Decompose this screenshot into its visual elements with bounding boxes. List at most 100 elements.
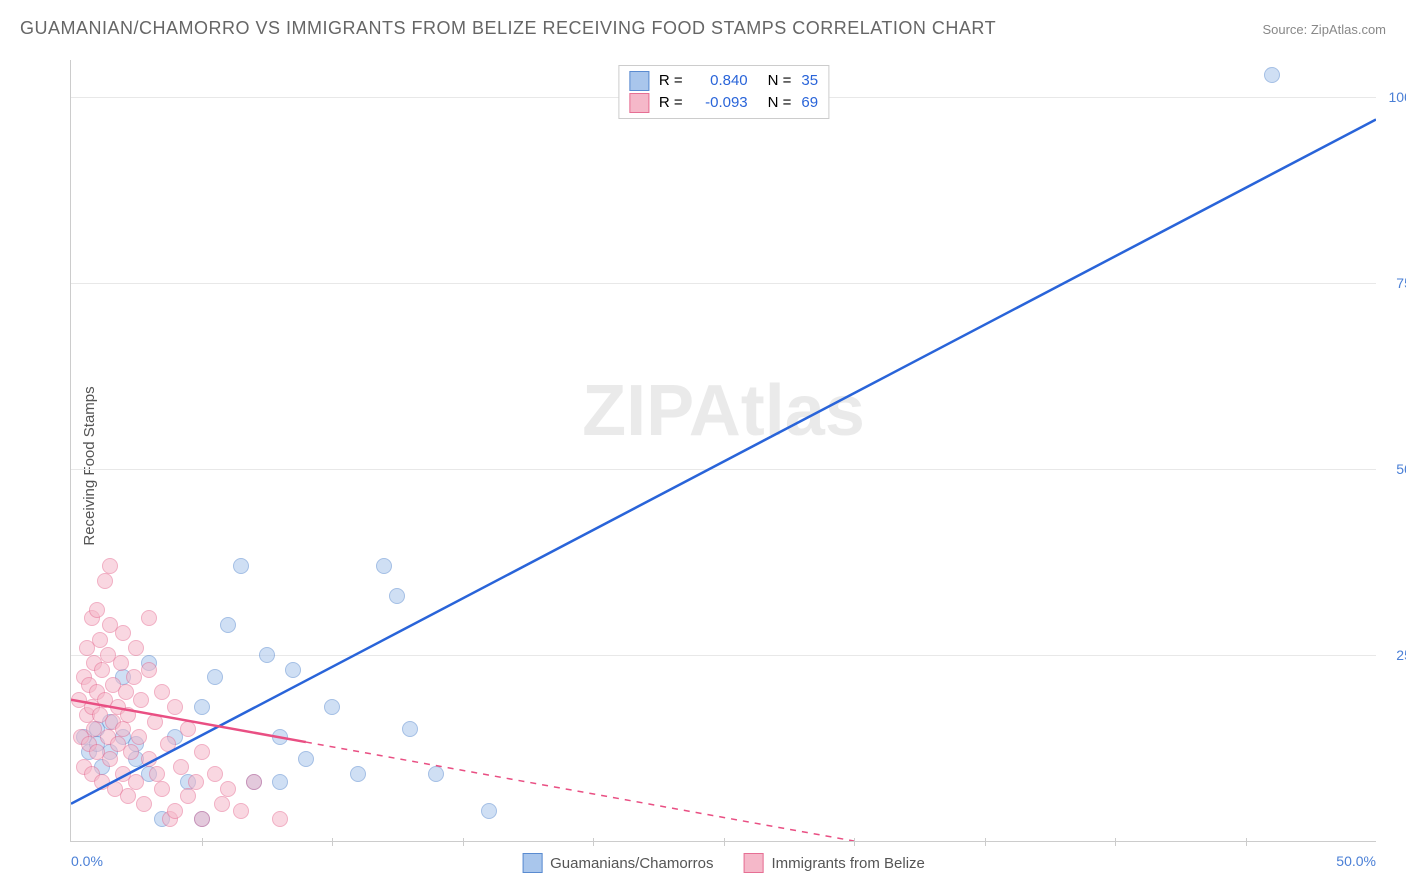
- x-tick: [202, 838, 203, 846]
- data-point-belize: [141, 610, 157, 626]
- data-point-belize: [167, 699, 183, 715]
- data-point-belize: [194, 811, 210, 827]
- data-point-belize: [173, 759, 189, 775]
- data-point-belize: [188, 774, 204, 790]
- swatch-belize-icon: [744, 853, 764, 873]
- data-point-guamanians: [220, 617, 236, 633]
- legend-label-guamanians: Guamanians/Chamorros: [550, 855, 713, 872]
- data-point-belize: [123, 744, 139, 760]
- series-legend: Guamanians/Chamorros Immigrants from Bel…: [522, 853, 925, 873]
- data-point-belize: [128, 774, 144, 790]
- data-point-belize: [126, 669, 142, 685]
- data-point-belize: [154, 781, 170, 797]
- x-tick: [463, 838, 464, 846]
- stats-legend: R = 0.840 N = 35 R = -0.093 N = 69: [618, 65, 829, 119]
- data-point-belize: [246, 774, 262, 790]
- data-point-belize: [102, 558, 118, 574]
- data-point-belize: [120, 788, 136, 804]
- data-point-guamanians: [389, 588, 405, 604]
- data-point-guamanians: [298, 751, 314, 767]
- r-label: R =: [659, 70, 683, 92]
- data-point-guamanians: [194, 699, 210, 715]
- data-point-guamanians: [350, 766, 366, 782]
- swatch-guamanians: [629, 71, 649, 91]
- watermark: ZIPAtlas: [582, 370, 865, 452]
- data-point-belize: [120, 707, 136, 723]
- data-point-belize: [97, 573, 113, 589]
- y-tick-label: 25.0%: [1396, 647, 1406, 663]
- data-point-guamanians: [259, 647, 275, 663]
- gridline-h: [71, 469, 1376, 470]
- data-point-belize: [141, 662, 157, 678]
- n-label: N =: [768, 70, 792, 92]
- data-point-guamanians: [481, 803, 497, 819]
- stats-row-guamanians: R = 0.840 N = 35: [629, 70, 818, 92]
- swatch-belize: [629, 93, 649, 113]
- x-tick: [724, 838, 725, 846]
- data-point-belize: [115, 721, 131, 737]
- x-tick-label-right: 50.0%: [1336, 853, 1376, 869]
- data-point-belize: [113, 655, 129, 671]
- data-point-guamanians: [402, 721, 418, 737]
- x-tick: [593, 838, 594, 846]
- data-point-belize: [141, 751, 157, 767]
- legend-item-belize: Immigrants from Belize: [744, 853, 925, 873]
- gridline-h: [71, 283, 1376, 284]
- data-point-belize: [214, 796, 230, 812]
- data-point-belize: [94, 662, 110, 678]
- data-point-guamanians: [272, 729, 288, 745]
- data-point-belize: [136, 796, 152, 812]
- x-tick: [1115, 838, 1116, 846]
- data-point-belize: [149, 766, 165, 782]
- data-point-belize: [207, 766, 223, 782]
- data-point-belize: [154, 684, 170, 700]
- n-label: N =: [768, 92, 792, 114]
- source-label: Source: ZipAtlas.com: [1262, 22, 1386, 37]
- legend-label-belize: Immigrants from Belize: [772, 855, 925, 872]
- data-point-belize: [131, 729, 147, 745]
- data-point-belize: [272, 811, 288, 827]
- regression-lines: [71, 60, 1376, 841]
- legend-item-guamanians: Guamanians/Chamorros: [522, 853, 713, 873]
- regression-line-dashed-belize: [306, 742, 854, 841]
- data-point-guamanians: [1264, 67, 1280, 83]
- data-point-belize: [147, 714, 163, 730]
- data-point-belize: [133, 692, 149, 708]
- data-point-guamanians: [233, 558, 249, 574]
- data-point-guamanians: [324, 699, 340, 715]
- y-tick-label: 75.0%: [1396, 275, 1406, 291]
- data-point-belize: [128, 640, 144, 656]
- y-tick-label: 50.0%: [1396, 461, 1406, 477]
- data-point-belize: [180, 721, 196, 737]
- r-value-guamanians: 0.840: [693, 70, 748, 92]
- n-value-guamanians: 35: [801, 70, 818, 92]
- data-point-belize: [167, 803, 183, 819]
- stats-row-belize: R = -0.093 N = 69: [629, 92, 818, 114]
- y-tick-label: 100.0%: [1389, 89, 1406, 105]
- data-point-guamanians: [207, 669, 223, 685]
- n-value-belize: 69: [801, 92, 818, 114]
- data-point-guamanians: [428, 766, 444, 782]
- regression-line-guamanians: [71, 120, 1376, 804]
- data-point-belize: [180, 788, 196, 804]
- data-point-belize: [194, 744, 210, 760]
- data-point-belize: [115, 625, 131, 641]
- r-label: R =: [659, 92, 683, 114]
- data-point-belize: [89, 602, 105, 618]
- data-point-belize: [102, 751, 118, 767]
- x-tick: [1246, 838, 1247, 846]
- swatch-guamanians-icon: [522, 853, 542, 873]
- data-point-belize: [118, 684, 134, 700]
- data-point-guamanians: [376, 558, 392, 574]
- plot-area: ZIPAtlas R = 0.840 N = 35 R = -0.093 N =…: [70, 60, 1376, 842]
- x-tick-label-left: 0.0%: [71, 853, 103, 869]
- data-point-belize: [220, 781, 236, 797]
- data-point-guamanians: [285, 662, 301, 678]
- data-point-guamanians: [272, 774, 288, 790]
- data-point-belize: [92, 632, 108, 648]
- data-point-belize: [233, 803, 249, 819]
- chart-container: Receiving Food Stamps ZIPAtlas R = 0.840…: [20, 50, 1386, 882]
- r-value-belize: -0.093: [693, 92, 748, 114]
- x-tick: [332, 838, 333, 846]
- data-point-belize: [160, 736, 176, 752]
